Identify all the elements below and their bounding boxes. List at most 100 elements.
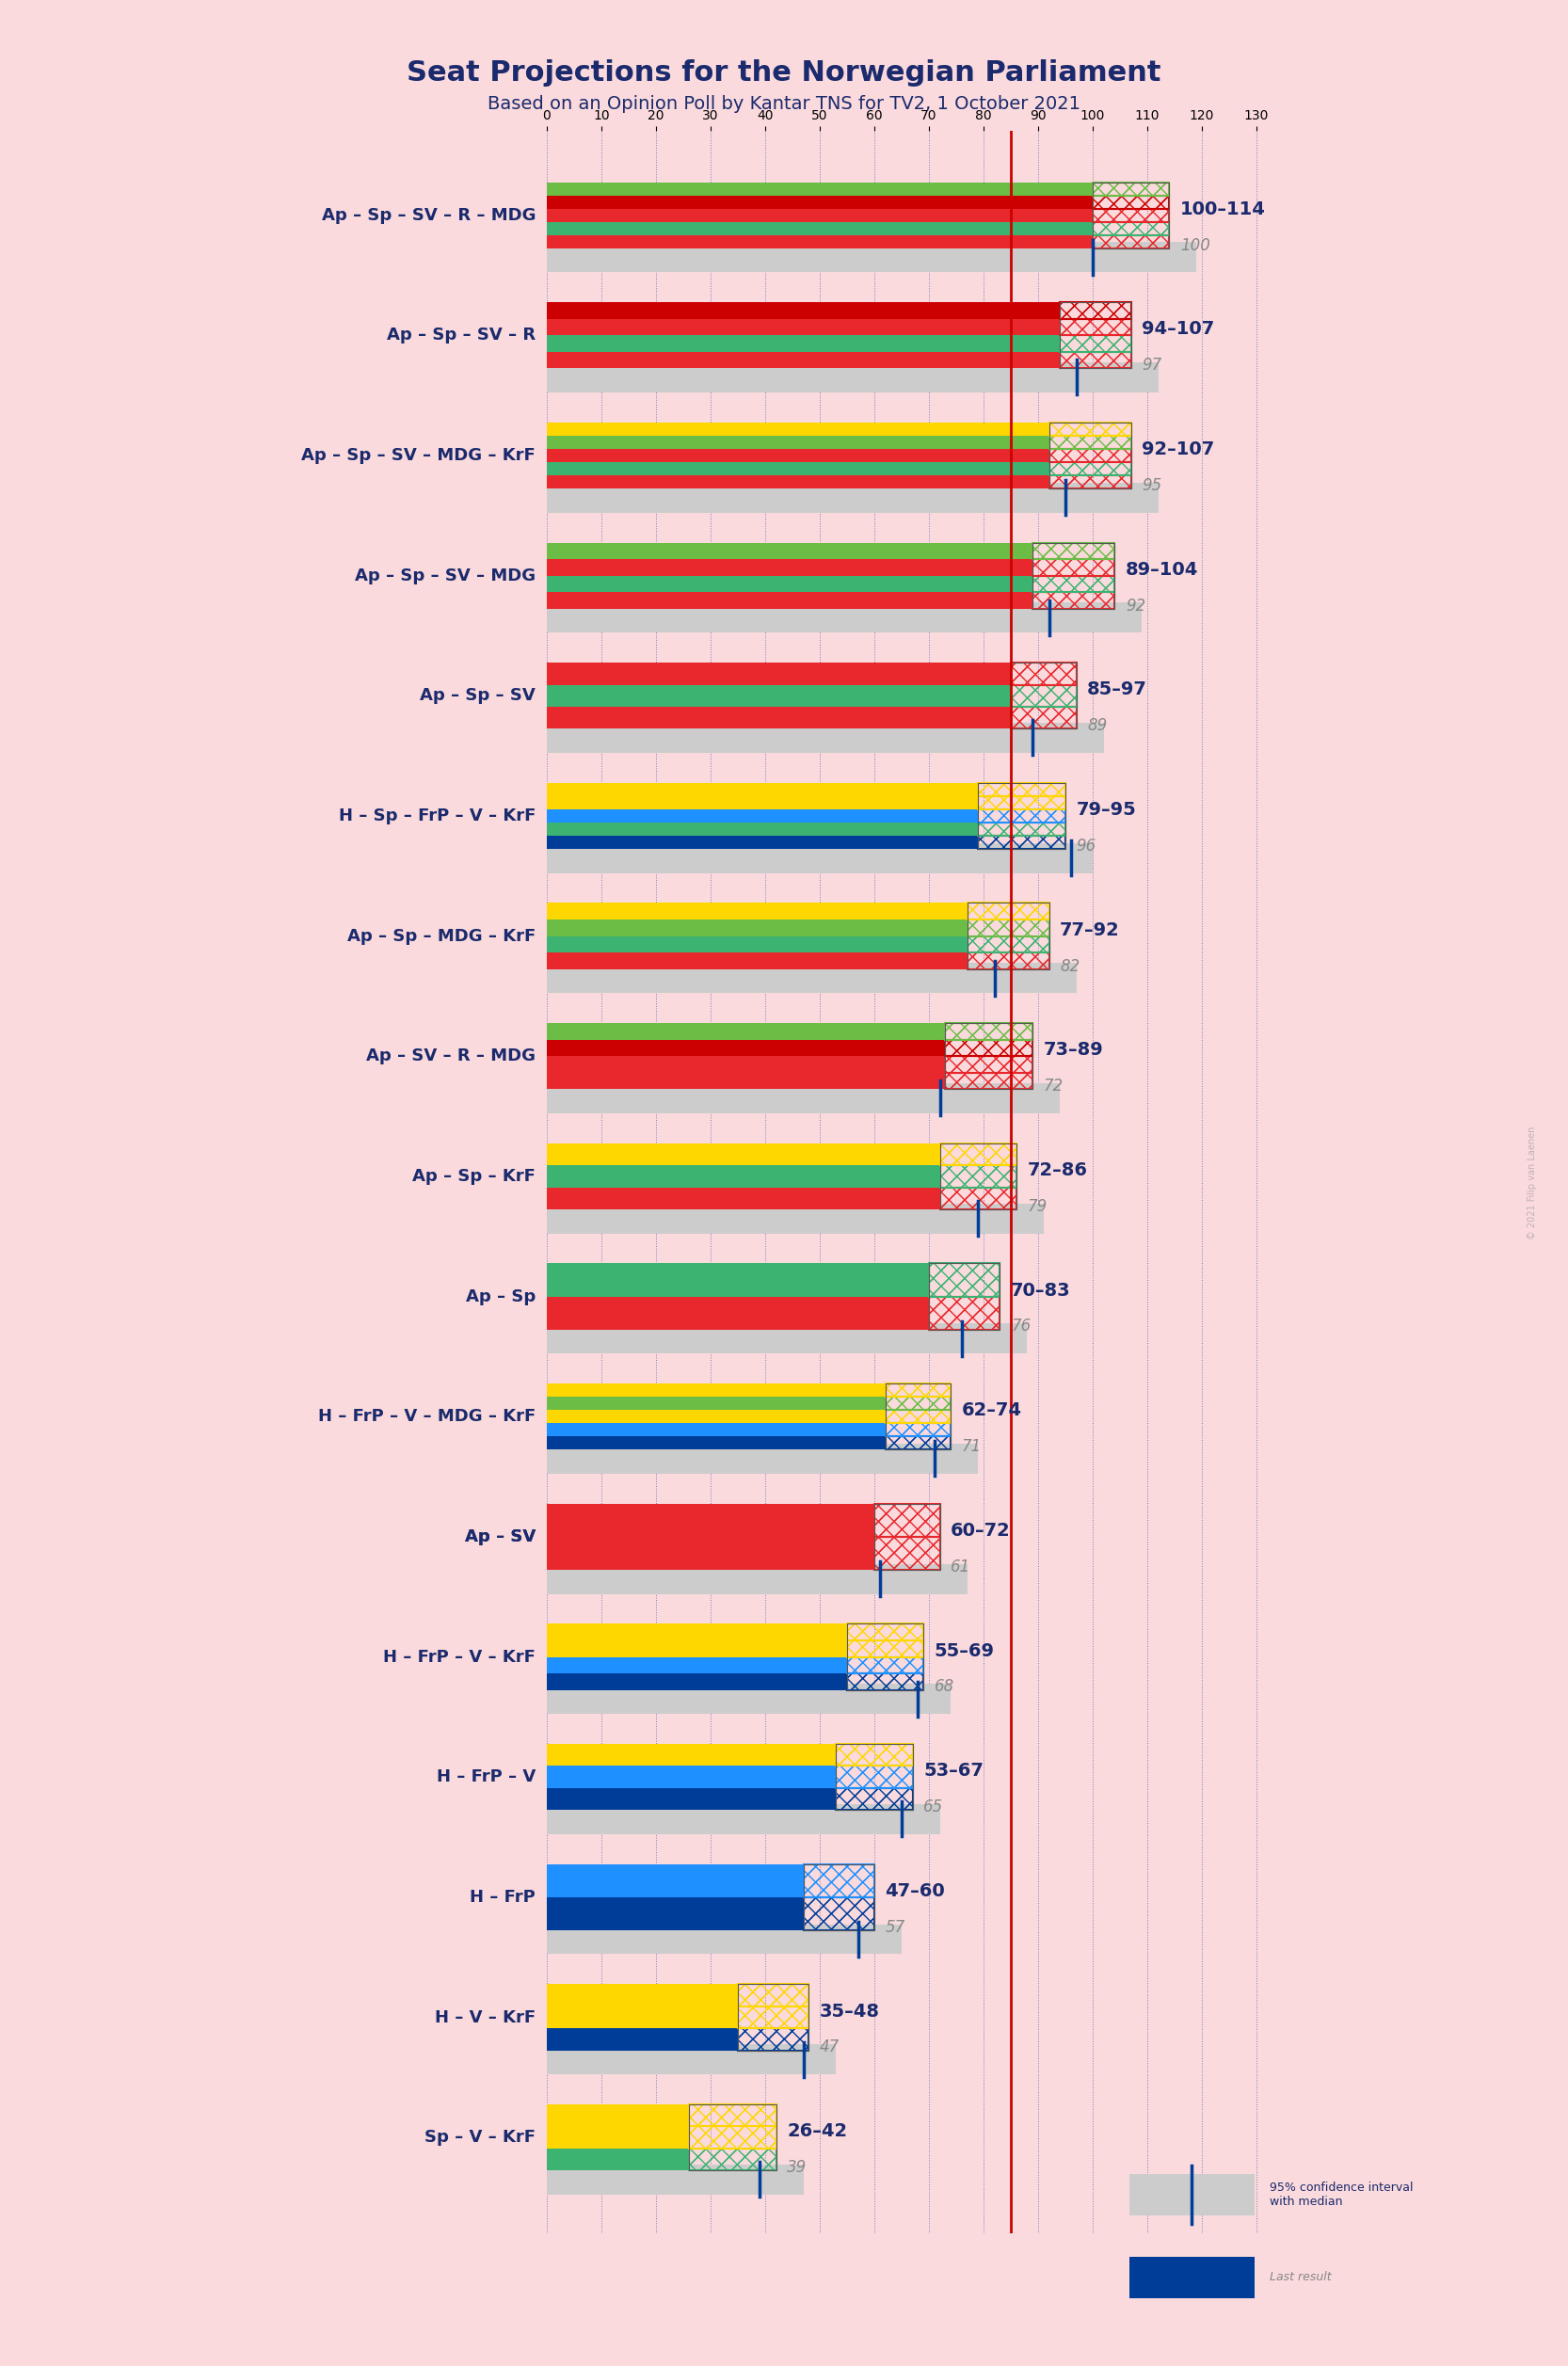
Text: H – Sp – FrP – V – KrF: H – Sp – FrP – V – KrF — [339, 807, 536, 823]
Text: Ap – Sp – SV: Ap – Sp – SV — [420, 686, 536, 705]
Bar — [547, 1640, 847, 1656]
Bar — [547, 1039, 946, 1055]
Bar — [547, 450, 1049, 461]
Bar — [688, 2103, 776, 2127]
Bar — [547, 1410, 886, 1424]
Bar — [547, 1384, 886, 1396]
Bar — [547, 1188, 939, 1209]
Text: 79: 79 — [1027, 1197, 1047, 1214]
Text: Ap – Sp – MDG – KrF: Ap – Sp – MDG – KrF — [347, 927, 536, 944]
Text: 47: 47 — [820, 2039, 840, 2056]
Text: 77–92: 77–92 — [1060, 920, 1120, 939]
Bar — [967, 937, 1049, 953]
Bar — [547, 1505, 875, 1538]
Bar — [1033, 542, 1115, 608]
Bar — [1011, 662, 1076, 684]
Bar — [547, 835, 978, 849]
Bar — [547, 196, 1093, 208]
Bar — [978, 809, 1065, 823]
Bar — [547, 603, 1142, 632]
Text: 47–60: 47–60 — [886, 1883, 946, 1900]
Bar — [1060, 303, 1131, 319]
Bar — [1060, 319, 1131, 336]
Text: Ap – Sp – SV – MDG – KrF: Ap – Sp – SV – MDG – KrF — [301, 447, 536, 464]
Bar — [1093, 234, 1170, 248]
Bar — [1011, 684, 1076, 707]
Bar — [939, 1166, 1016, 1188]
Bar — [847, 1640, 924, 1656]
Text: 73–89: 73–89 — [1044, 1041, 1104, 1060]
Bar — [547, 809, 978, 823]
Bar — [946, 1072, 1033, 1088]
Bar — [875, 1538, 939, 1569]
Bar — [547, 937, 967, 953]
Bar — [547, 1297, 928, 1330]
Text: Based on an Opinion Poll by Kantar TNS for TV2, 1 October 2021: Based on an Opinion Poll by Kantar TNS f… — [488, 95, 1080, 114]
Bar — [547, 476, 1049, 487]
Bar — [547, 2127, 688, 2148]
Bar — [547, 303, 1060, 319]
Text: 94–107: 94–107 — [1142, 319, 1215, 338]
Bar — [739, 2028, 809, 2051]
Text: Seat Projections for the Norwegian Parliament: Seat Projections for the Norwegian Parli… — [406, 59, 1162, 88]
Bar — [547, 575, 1033, 592]
Bar — [1049, 424, 1131, 487]
Bar — [1093, 208, 1170, 222]
Bar — [967, 953, 1049, 970]
Bar — [886, 1384, 950, 1450]
Text: 72: 72 — [1044, 1079, 1063, 1095]
Bar — [547, 722, 1104, 752]
Bar — [547, 842, 1093, 873]
Bar — [875, 1538, 939, 1569]
Bar — [946, 1022, 1033, 1039]
Bar — [547, 2148, 688, 2170]
Bar — [939, 1143, 1016, 1209]
Text: 79–95: 79–95 — [1076, 802, 1137, 819]
Bar — [847, 1623, 924, 1640]
Bar — [547, 783, 978, 795]
Bar — [967, 904, 1049, 920]
Bar — [836, 1744, 913, 1765]
Bar — [1033, 592, 1115, 608]
Bar — [886, 1396, 950, 1410]
Text: H – FrP: H – FrP — [470, 1888, 536, 1905]
Text: Sp – V – KrF: Sp – V – KrF — [425, 2129, 536, 2146]
Bar — [688, 2148, 776, 2170]
Bar — [847, 1656, 924, 1673]
Bar — [547, 222, 1093, 234]
Bar — [978, 795, 1065, 809]
Bar — [1049, 461, 1131, 476]
Bar — [978, 823, 1065, 835]
Text: 62–74: 62–74 — [961, 1401, 1022, 1420]
Text: 100: 100 — [1181, 237, 1210, 253]
Bar — [836, 1789, 913, 1810]
Bar — [946, 1022, 1033, 1088]
Bar — [847, 1673, 924, 1689]
Bar — [547, 1443, 978, 1474]
Bar — [547, 362, 1159, 393]
Bar — [847, 1640, 924, 1656]
Bar — [547, 1436, 886, 1450]
Bar — [739, 1985, 809, 2006]
Text: 96: 96 — [1076, 838, 1096, 854]
Bar — [547, 353, 1060, 369]
Text: 57: 57 — [886, 1919, 905, 1935]
Bar — [847, 1656, 924, 1673]
Bar — [1093, 222, 1170, 234]
Bar — [547, 319, 1060, 336]
Bar — [875, 1505, 939, 1569]
Bar — [547, 461, 1049, 476]
Bar — [803, 1864, 875, 1898]
Bar — [547, 1898, 803, 1931]
Text: 65: 65 — [924, 1798, 944, 1815]
Bar — [547, 336, 1060, 353]
Bar — [886, 1410, 950, 1424]
Text: H – FrP – V: H – FrP – V — [437, 1767, 536, 1786]
Bar — [547, 1166, 939, 1188]
Bar — [547, 1789, 836, 1810]
Bar — [547, 234, 1093, 248]
Bar — [1011, 707, 1076, 729]
Bar — [547, 182, 1093, 196]
Bar — [547, 241, 1196, 272]
Bar — [1093, 208, 1170, 222]
